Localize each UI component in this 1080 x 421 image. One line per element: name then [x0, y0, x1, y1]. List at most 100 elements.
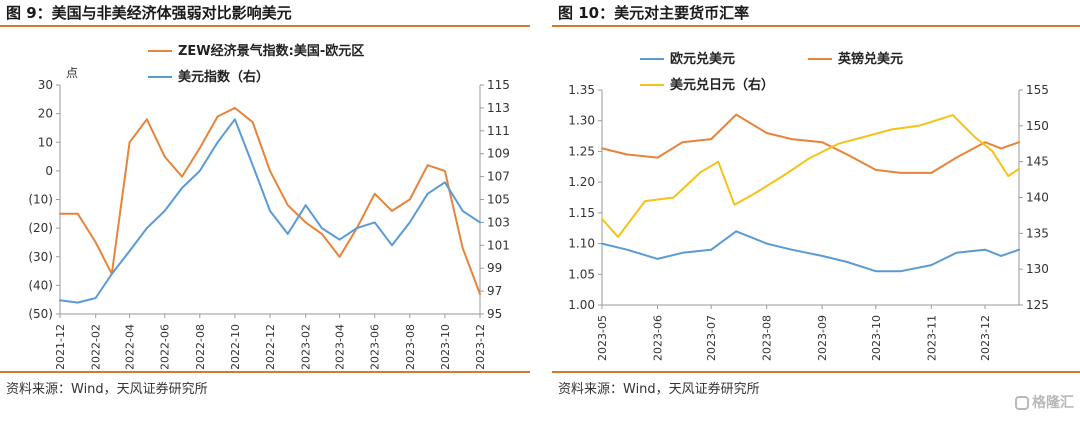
data-point	[128, 250, 131, 252]
right-y-tick-label: 97	[487, 284, 502, 298]
right-y-tick-label: 140	[1026, 191, 1049, 205]
data-point	[644, 200, 646, 202]
data-point	[891, 128, 893, 131]
data-point	[77, 213, 79, 215]
left-y-tick-label: 0	[45, 164, 53, 178]
data-point	[373, 193, 376, 195]
data-point	[338, 256, 341, 258]
x-tick-label: 2023-04	[334, 324, 347, 369]
data-point	[77, 301, 79, 304]
data-point	[710, 138, 712, 140]
source-note: 资料来源：Wind，天风证券研究所	[6, 382, 208, 397]
data-point	[391, 210, 393, 212]
title-rule	[552, 25, 1080, 27]
data-point	[753, 193, 755, 195]
data-point	[1007, 175, 1010, 177]
data-point	[918, 125, 920, 127]
right-y-tick-label: 150	[1026, 119, 1049, 133]
series-line	[601, 230, 1020, 273]
data-point	[391, 244, 393, 247]
legend-label: 美元指数（右）	[178, 69, 269, 85]
data-point	[163, 210, 166, 212]
right-y-tick-label: 95	[487, 307, 502, 321]
data-point	[875, 270, 877, 272]
series-line	[601, 114, 1020, 238]
data-point	[1018, 141, 1020, 143]
left-y-tick-label: (20)	[28, 221, 53, 235]
x-tick-label: 2023-08	[404, 324, 417, 369]
data-point	[601, 242, 603, 245]
right-y-tick-label: 115	[487, 78, 510, 92]
x-tick-label: 2023-09	[816, 315, 829, 361]
right-y-tick-label: 113	[487, 101, 510, 115]
data-point	[717, 160, 720, 163]
data-point	[94, 241, 97, 244]
data-point	[304, 221, 307, 224]
data-point	[356, 227, 358, 229]
source-note: 资料来源：Wind，天风证券研究所	[558, 382, 760, 397]
watermark-logo-icon	[1015, 396, 1029, 410]
left-y-tick-label: (30)	[28, 250, 53, 264]
x-tick-label: 2023-10	[439, 324, 452, 369]
x-tick-label: 2023-12	[474, 324, 487, 369]
right-y-tick-label: 111	[487, 124, 510, 138]
x-tick-label: 2023-12	[979, 315, 992, 361]
x-tick-label: 2023-02	[300, 324, 313, 369]
data-point	[59, 213, 61, 215]
chart-panel-right: 图 10：美元对主要货币汇率 1.35 1.30 1.25 1.20 1.15 1.10 1…	[552, 0, 1080, 421]
x-tick-label: 2022-06	[159, 324, 172, 369]
data-point	[444, 181, 446, 184]
left-y-tick-label: 1.35	[568, 83, 595, 97]
data-point	[846, 261, 848, 263]
left-y-unit-label: 点	[66, 66, 78, 80]
data-point	[373, 221, 376, 224]
data-point	[672, 196, 675, 199]
data-point	[111, 273, 113, 275]
left-y-tick-label: 1.10	[568, 237, 595, 251]
right-y-tick-label: 125	[1026, 298, 1049, 312]
data-point	[875, 169, 877, 171]
left-y-tick-label: 1.30	[568, 114, 595, 128]
left-y-tick-label: (10)	[28, 193, 53, 207]
x-tick-label: 2023-10	[870, 315, 883, 361]
data-point	[955, 156, 958, 159]
data-point	[251, 164, 254, 166]
left-y-tick-label: 10	[38, 135, 53, 149]
chart-panel-left: 图 9：美国与非美经济体强弱对比影响美元 30 20 10 0 (10) (20) (30)…	[0, 0, 530, 421]
x-tick-label: 2023-05	[596, 315, 609, 361]
watermark-text: 格隆汇	[1032, 395, 1074, 411]
data-point	[808, 157, 811, 159]
data-point	[952, 114, 954, 116]
data-point	[216, 141, 219, 144]
watermark: 格隆汇	[1015, 392, 1074, 412]
series-line	[59, 106, 481, 295]
data-point	[321, 227, 323, 229]
right-y-tick-label: 135	[1026, 226, 1049, 240]
data-point	[900, 270, 902, 272]
data-point	[163, 155, 166, 158]
x-tick-label: 2022-08	[194, 324, 207, 369]
data-point	[710, 248, 712, 251]
right-y-tick-label: 109	[487, 147, 510, 161]
data-point	[1018, 248, 1020, 251]
data-point	[601, 218, 603, 220]
data-point	[617, 236, 619, 238]
data-point	[699, 171, 702, 174]
data-point	[59, 299, 61, 302]
x-tick-label: 2023-11	[925, 315, 938, 361]
x-tick-label: 2021-12	[54, 324, 67, 369]
legend-label: 欧元兑美元	[670, 51, 735, 67]
data-point	[287, 233, 289, 235]
data-point	[304, 204, 307, 206]
data-point	[181, 175, 183, 178]
data-point	[837, 143, 839, 145]
x-tick-label: 2022-02	[90, 324, 103, 369]
data-point	[199, 170, 201, 172]
data-point	[128, 141, 131, 144]
data-point	[681, 141, 684, 143]
left-y-tick-label: 1.05	[568, 267, 595, 281]
data-point	[864, 135, 866, 138]
data-point	[626, 153, 628, 156]
data-point	[146, 227, 148, 229]
data-point	[626, 248, 628, 251]
